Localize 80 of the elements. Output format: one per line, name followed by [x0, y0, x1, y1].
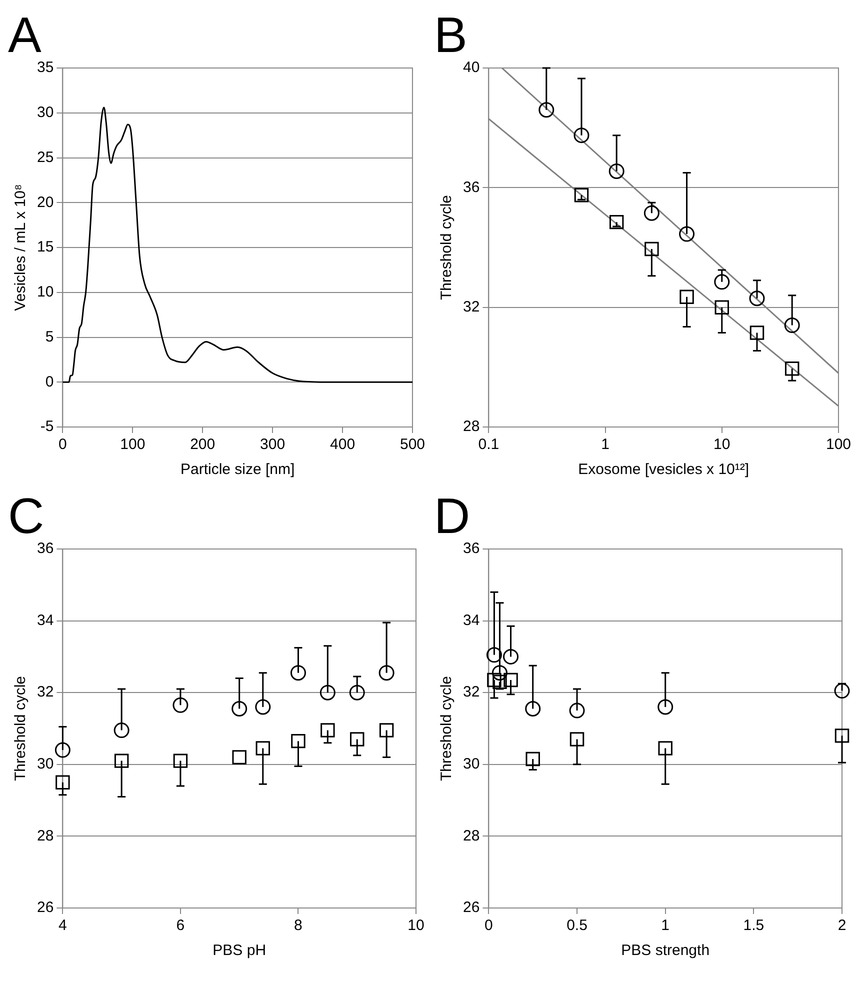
y-tick-label: 5	[45, 328, 54, 346]
point	[349, 684, 365, 700]
x-tick-label: 2	[838, 917, 846, 934]
point	[256, 741, 270, 756]
y-tick-label: 30	[36, 756, 54, 773]
x-tick-label: 1	[661, 917, 670, 934]
x-tick-label: 8	[294, 917, 302, 934]
point	[486, 647, 502, 663]
point	[492, 674, 507, 689]
y-tick-label: 34	[36, 612, 54, 629]
point	[504, 672, 518, 688]
y-axis-title: Threshold cycle	[438, 676, 456, 782]
point	[492, 665, 508, 681]
y-tick-label: 30	[36, 104, 54, 122]
x-tick-label: 1.5	[743, 917, 764, 934]
x-axis-title: Exosome [vesicles x 10¹²]	[578, 461, 750, 478]
y-tick-label: -5	[40, 418, 54, 436]
point	[291, 734, 306, 748]
y-tick-label: 25	[36, 148, 54, 166]
point	[569, 702, 585, 718]
y-tick-label: 28	[462, 418, 480, 436]
x-axis-title: PBS strength	[621, 942, 710, 960]
x-tick-label: 100	[120, 436, 146, 454]
x-tick-label: 10	[408, 917, 424, 934]
y-axis-title: Threshold cycle	[438, 194, 456, 300]
point	[320, 684, 336, 700]
y-tick-label: 32	[462, 684, 480, 701]
point	[290, 665, 306, 681]
point	[320, 723, 335, 738]
x-tick-label: 10	[714, 436, 730, 454]
x-tick-label: 4	[58, 917, 67, 934]
x-tick-label: 0	[58, 436, 67, 454]
point	[114, 722, 130, 738]
x-tick-label: 0.1	[478, 436, 500, 454]
point	[172, 697, 188, 713]
point	[173, 754, 188, 768]
x-tick-label: 0.5	[566, 917, 588, 934]
y-tick-label: 28	[36, 827, 54, 844]
point	[658, 699, 674, 715]
point	[350, 732, 364, 746]
point	[570, 732, 584, 746]
point	[232, 750, 246, 764]
y-tick-label: 32	[36, 684, 54, 701]
point	[526, 752, 540, 766]
x-tick-label: 200	[190, 436, 216, 454]
point	[255, 699, 271, 715]
point	[834, 728, 850, 743]
x-tick-label: 100	[826, 436, 851, 454]
point	[525, 701, 541, 717]
x-axis-title: PBS pH	[212, 942, 266, 960]
point	[379, 723, 394, 738]
x-axis-title: Particle size [nm]	[180, 461, 295, 478]
y-tick-label: 30	[462, 756, 480, 773]
point	[378, 665, 394, 681]
y-tick-label: 20	[36, 194, 54, 211]
y-tick-label: 34	[462, 612, 480, 629]
y-tick-label: 32	[462, 298, 480, 316]
point	[834, 683, 850, 699]
x-tick-label: 300	[260, 436, 286, 454]
point	[54, 742, 70, 758]
point	[503, 648, 519, 664]
y-tick-label: 28	[462, 827, 480, 844]
y-tick-label: 15	[36, 238, 54, 256]
y-tick-label: 10	[36, 284, 54, 301]
y-tick-label: 0	[45, 373, 54, 390]
point	[658, 741, 672, 756]
x-tick-label: 400	[330, 436, 356, 454]
x-tick-label: 0	[484, 917, 493, 934]
y-axis-title: Vesicles / mL x 10⁸	[12, 184, 30, 311]
y-tick-label: 26	[36, 899, 54, 916]
x-tick-label: 6	[176, 917, 185, 934]
point	[232, 701, 248, 717]
y-tick-label: 36	[462, 178, 480, 196]
point	[487, 672, 502, 688]
y-tick-label: 26	[462, 899, 480, 916]
point	[56, 775, 70, 790]
point	[114, 754, 129, 768]
x-tick-label: 1	[601, 436, 610, 454]
y-axis-title: Threshold cycle	[12, 676, 30, 782]
x-tick-label: 500	[400, 436, 425, 454]
